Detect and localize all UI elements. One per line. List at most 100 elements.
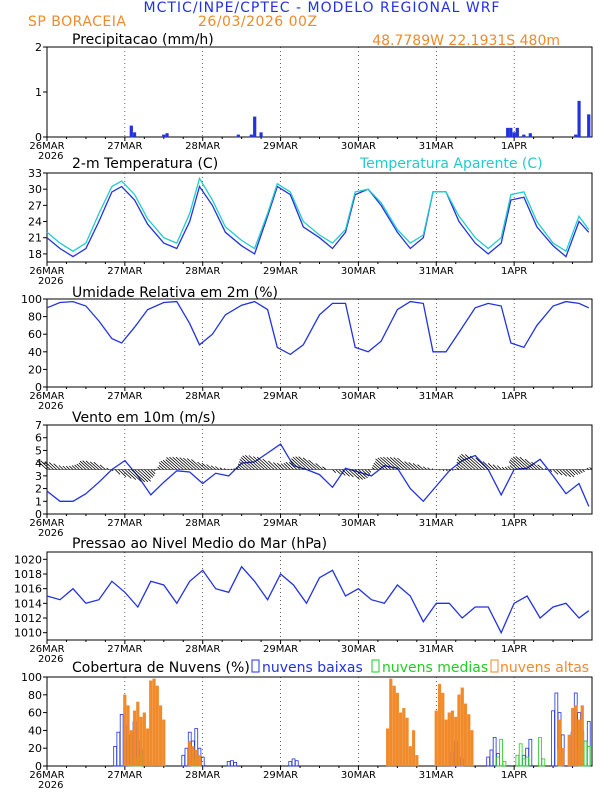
precip-frame — [46, 46, 593, 138]
clouds-bar — [437, 683, 442, 767]
clouds-bar — [567, 734, 571, 767]
wind-vector — [74, 464, 80, 470]
rh-xtick-label: 29MAR — [263, 391, 298, 402]
clouds-ytick-label: 0 — [35, 760, 42, 773]
precip-ytick-label: 1 — [35, 86, 42, 99]
wind-vector — [448, 469, 451, 472]
precip-bar — [129, 125, 133, 138]
wind-vector — [253, 456, 268, 470]
wind-vector — [237, 463, 246, 470]
wind-vector — [235, 467, 239, 470]
wind-vector — [559, 469, 567, 477]
clouds-bar — [145, 728, 150, 767]
wind-vector — [78, 462, 87, 470]
mslp-xtick-label: 29MAR — [263, 644, 298, 655]
clouds-bar — [502, 761, 507, 767]
clouds-bar — [149, 680, 153, 767]
legend-mid-swatch — [371, 659, 380, 673]
wind-vector — [511, 457, 525, 470]
mslp-xtick-label: 1APR — [501, 644, 527, 655]
wind-vector — [175, 456, 190, 470]
wind-vector — [459, 455, 476, 470]
station-coords: 48.7789W 22.1931S 480m — [372, 33, 560, 49]
clouds-bar — [136, 701, 140, 767]
wind-vector — [239, 458, 252, 470]
wind-vector — [456, 464, 463, 470]
mslp-ytick-label: 1014 — [14, 597, 42, 610]
rh-xtick-label: 1APR — [501, 391, 527, 402]
wind-xtick-label: 27MAR — [107, 518, 142, 529]
rh-panel — [43, 298, 593, 391]
wind-vector — [508, 461, 518, 470]
wind-vector — [49, 462, 57, 470]
wind-vector — [179, 457, 194, 470]
wind-vector — [298, 456, 314, 470]
wind-vector — [461, 453, 479, 470]
mslp-ytick-label: 1016 — [14, 583, 42, 596]
wind-vector — [512, 456, 528, 470]
wind-vector — [127, 469, 142, 482]
clouds-bar — [294, 760, 299, 767]
wind-vector — [280, 463, 288, 470]
clouds-xtick-label: 30MAR — [341, 770, 376, 781]
legend-low-swatch — [251, 659, 260, 673]
wind-vector — [147, 469, 155, 477]
clouds-bar — [586, 746, 591, 767]
clouds-bar — [499, 738, 504, 767]
wind-vector — [341, 469, 350, 477]
wind-vector — [206, 464, 213, 470]
wind-vector — [389, 457, 405, 470]
clouds-bar — [460, 687, 464, 767]
precip-bar — [162, 134, 166, 138]
wind-vector — [302, 457, 317, 470]
rh-ytick-label: 60 — [28, 328, 42, 341]
wind-vector — [397, 457, 411, 470]
clouds-bar — [557, 719, 562, 767]
clouds-bar — [181, 754, 186, 767]
wind-vector — [531, 461, 541, 470]
wind-vector — [445, 469, 448, 472]
wind-vector — [371, 467, 375, 470]
clouds-bar — [541, 758, 546, 767]
rh-xtick-label: 28MAR — [185, 391, 220, 402]
clouds-bar — [126, 705, 130, 767]
wind-vector — [65, 465, 70, 470]
temp-title: 2-m Temperatura (C) — [72, 156, 218, 172]
wind-vector — [227, 468, 229, 470]
clouds-bar — [489, 749, 494, 767]
wind-ytick-label: 7 — [35, 419, 42, 432]
wind-vector — [582, 469, 585, 473]
wind-vector — [256, 456, 272, 470]
clouds-bar — [123, 694, 127, 767]
wind-vector — [393, 457, 408, 470]
clouds-bar — [411, 730, 416, 767]
clouds-bar — [570, 707, 575, 767]
wind-vector — [162, 460, 174, 470]
clouds-bar — [233, 762, 237, 767]
wind-vector — [186, 458, 200, 470]
wind-vector — [36, 460, 48, 470]
precip-xtick-label: 28MAR — [185, 141, 220, 152]
wind-vector — [99, 464, 106, 470]
clouds-bar — [155, 685, 159, 767]
wind-vector — [372, 464, 379, 470]
wind-vector — [201, 462, 210, 470]
clouds-bar — [392, 685, 396, 767]
clouds-bar — [139, 716, 143, 767]
clouds-bar — [395, 692, 399, 767]
precip-xtick-label: 27MAR — [107, 141, 142, 152]
wind-vector — [172, 456, 187, 470]
clouds-bar — [522, 758, 526, 767]
wind-vector — [408, 462, 418, 470]
wind-vector — [79, 460, 90, 470]
wind-vector — [457, 456, 473, 470]
precip-bar — [236, 134, 240, 138]
wind-vector — [144, 469, 154, 478]
clouds-bar — [152, 678, 156, 767]
wind-vector — [283, 463, 291, 470]
precip-panel — [43, 46, 593, 141]
clouds-ytick-label: 80 — [28, 689, 42, 702]
wind-vector — [335, 469, 341, 475]
wind-vector — [354, 469, 366, 480]
